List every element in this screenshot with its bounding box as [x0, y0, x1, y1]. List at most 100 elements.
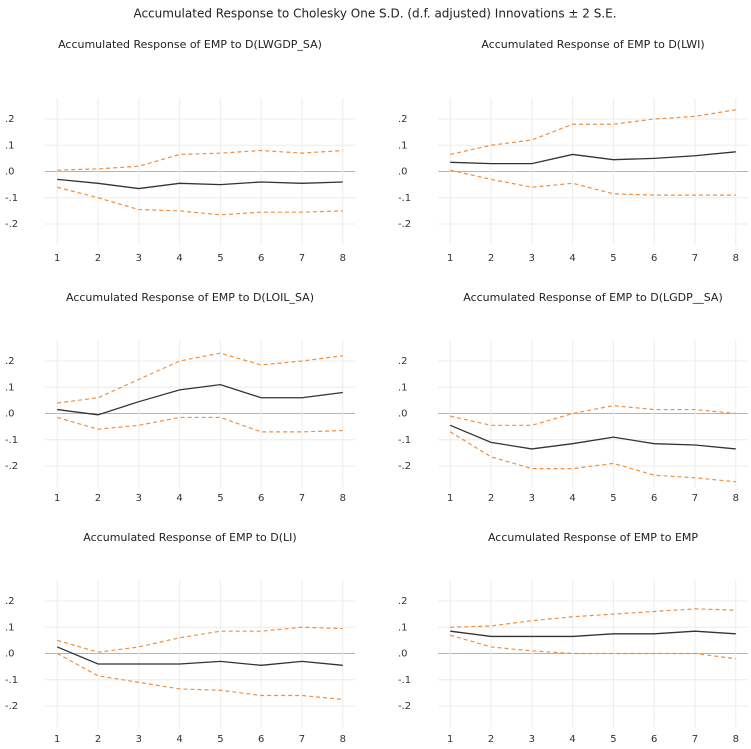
x-tick-label: 6	[258, 734, 264, 745]
x-tick-label: 5	[610, 734, 616, 745]
panel-title: Accumulated Response of EMP to D(LGDP__S…	[463, 291, 723, 304]
y-tick-label: -.2	[5, 461, 18, 472]
y-tick-label: .1	[398, 382, 408, 393]
x-tick-label: 6	[651, 493, 657, 504]
y-tick-label: .0	[5, 409, 15, 420]
x-tick-label: 5	[610, 253, 616, 264]
response-line	[57, 178, 343, 190]
y-tick-label: .0	[5, 167, 15, 178]
x-tick-label: 3	[136, 493, 142, 504]
band-line	[450, 634, 736, 660]
x-tick-label: 8	[340, 253, 346, 264]
x-tick-label: 8	[733, 493, 739, 504]
band-line	[450, 608, 736, 628]
x-tick-label: 8	[340, 493, 346, 504]
panel-title: Accumulated Response of EMP to EMP	[488, 531, 698, 544]
x-tick-label: 4	[569, 734, 575, 745]
x-tick-label: 3	[529, 493, 535, 504]
y-tick-label: -.2	[398, 461, 411, 472]
x-tick-label: 5	[217, 253, 223, 264]
x-tick-label: 8	[340, 734, 346, 745]
y-tick-label: .1	[398, 622, 408, 633]
panel-title: Accumulated Response of EMP to D(LOIL_SA…	[66, 291, 314, 304]
x-tick-label: 5	[217, 493, 223, 504]
x-tick-label: 7	[299, 734, 305, 745]
x-tick-label: 8	[733, 253, 739, 264]
band-line	[57, 352, 343, 404]
response-line	[449, 424, 736, 450]
y-tick-label: .0	[5, 649, 15, 660]
x-tick-label: 4	[176, 734, 182, 745]
x-tick-label: 6	[651, 734, 657, 745]
y-tick-label: .2	[398, 356, 408, 367]
figure-title: Accumulated Response to Cholesky One S.D…	[133, 7, 616, 21]
response-line	[56, 646, 343, 666]
y-tick-label: .0	[398, 409, 408, 420]
y-tick-label: -.1	[398, 193, 411, 204]
x-tick-label: 7	[299, 253, 305, 264]
x-tick-label: 6	[651, 253, 657, 264]
y-tick-label: -.2	[398, 701, 411, 712]
y-tick-label: .0	[398, 649, 408, 660]
band-line	[56, 652, 343, 701]
x-tick-label: 2	[488, 493, 494, 504]
x-tick-label: 2	[95, 253, 101, 264]
y-tick-label: -.1	[398, 675, 411, 686]
x-tick-label: 7	[692, 734, 698, 745]
band-line	[450, 169, 736, 196]
x-tick-label: 5	[217, 734, 223, 745]
x-tick-label: 5	[610, 493, 616, 504]
band-line	[450, 109, 736, 156]
x-tick-label: 3	[136, 734, 142, 745]
y-tick-label: .2	[5, 356, 15, 367]
x-tick-label: 1	[54, 734, 60, 745]
y-tick-label: .2	[5, 596, 15, 607]
x-tick-label: 3	[529, 253, 535, 264]
y-tick-label: .1	[398, 140, 408, 151]
x-tick-label: 3	[136, 253, 142, 264]
x-tick-label: 1	[447, 253, 453, 264]
band-line	[57, 626, 343, 653]
x-tick-label: 7	[692, 253, 698, 264]
band-line	[450, 405, 736, 426]
band-line	[449, 431, 736, 483]
y-tick-label: .1	[5, 382, 15, 393]
y-tick-label: .2	[5, 114, 15, 125]
y-tick-label: .0	[398, 167, 408, 178]
x-tick-label: 4	[176, 493, 182, 504]
x-tick-label: 4	[569, 493, 575, 504]
y-tick-label: .2	[398, 596, 408, 607]
x-tick-label: 4	[176, 253, 182, 264]
x-tick-label: 2	[95, 734, 101, 745]
x-tick-label: 3	[529, 734, 535, 745]
x-tick-label: 8	[733, 734, 739, 745]
x-tick-label: 4	[569, 253, 575, 264]
y-tick-label: -.1	[5, 675, 18, 686]
x-tick-label: 1	[447, 734, 453, 745]
y-tick-label: -.1	[5, 435, 18, 446]
y-tick-label: -.2	[398, 219, 411, 230]
response-line	[450, 630, 736, 638]
panel-title: Accumulated Response of EMP to D(LWGDP_S…	[58, 38, 322, 51]
x-tick-label: 1	[54, 493, 60, 504]
x-tick-label: 6	[258, 253, 264, 264]
response-line	[57, 383, 343, 416]
y-tick-label: .1	[5, 622, 15, 633]
x-tick-label: 6	[258, 493, 264, 504]
band-line	[57, 416, 343, 433]
x-tick-label: 7	[299, 493, 305, 504]
y-tick-label: -.1	[5, 193, 18, 204]
panel-title: Accumulated Response of EMP to D(LWI)	[481, 38, 704, 51]
y-tick-label: -.1	[398, 435, 411, 446]
y-tick-label: .2	[398, 114, 408, 125]
panel-title: Accumulated Response of EMP to D(LI)	[83, 531, 296, 544]
x-tick-label: 2	[488, 734, 494, 745]
band-line	[57, 186, 343, 216]
response-line	[450, 151, 736, 165]
y-tick-label: -.2	[5, 701, 18, 712]
y-tick-label: -.2	[5, 219, 18, 230]
y-tick-label: .1	[5, 140, 15, 151]
x-tick-label: 1	[447, 493, 453, 504]
x-tick-label: 2	[95, 493, 101, 504]
